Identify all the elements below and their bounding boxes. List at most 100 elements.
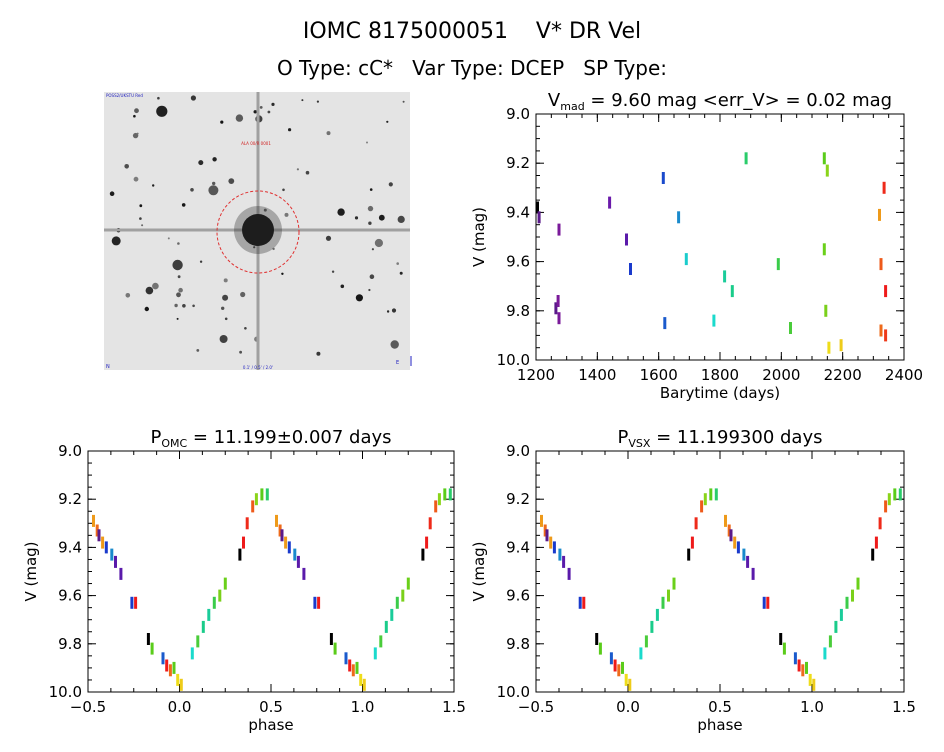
- x-axis-label: phase: [697, 716, 742, 734]
- data-point: [650, 620, 654, 633]
- data-point: [104, 541, 108, 554]
- data-point: [827, 341, 831, 354]
- plot-title: POMC = 11.199±0.007 days: [150, 427, 391, 450]
- data-point: [625, 233, 628, 246]
- data-point: [628, 678, 632, 691]
- data-point: [567, 567, 571, 580]
- data-point: [822, 152, 826, 165]
- background-star: [174, 303, 178, 308]
- data-point: [242, 536, 245, 549]
- data-point: [898, 488, 902, 501]
- background-star: [369, 188, 373, 191]
- data-point: [684, 253, 688, 266]
- background-star: [378, 214, 385, 221]
- data-point: [672, 577, 676, 590]
- data-point: [543, 524, 547, 537]
- background-star: [182, 304, 186, 308]
- data-point: [845, 596, 849, 609]
- x-tick-label: 1.5: [442, 698, 466, 716]
- plot-frame: [535, 450, 905, 693]
- background-star: [402, 100, 405, 103]
- background-star: [282, 188, 285, 192]
- data-point: [287, 541, 291, 554]
- data-point: [878, 208, 881, 221]
- y-tick-label: 9.0: [506, 442, 530, 460]
- background-star: [177, 242, 180, 245]
- image-corner-label-tl: POSS2/UKSTU Red: [106, 93, 143, 98]
- data-point: [265, 488, 269, 501]
- background-star: [239, 350, 243, 354]
- data-point: [278, 524, 282, 537]
- background-star: [139, 217, 142, 220]
- data-point: [130, 596, 134, 609]
- data-point: [793, 652, 797, 665]
- y-tick-label: 9.2: [58, 490, 82, 508]
- background-star: [337, 208, 345, 216]
- background-star: [177, 275, 181, 279]
- background-star: [355, 294, 363, 302]
- data-point: [101, 536, 105, 549]
- data-point: [839, 608, 843, 621]
- data-point: [884, 500, 888, 513]
- data-point: [887, 493, 891, 506]
- image-corner-label-br: E: [396, 360, 399, 366]
- data-point: [421, 548, 425, 561]
- data-point: [95, 524, 99, 537]
- background-star: [386, 310, 390, 313]
- data-point: [598, 642, 602, 655]
- x-tick-label: 1.0: [800, 698, 824, 716]
- background-star: [391, 308, 397, 313]
- data-point: [884, 285, 888, 298]
- data-point: [443, 488, 447, 501]
- data-point: [351, 664, 355, 677]
- data-point: [874, 536, 878, 549]
- data-point: [613, 659, 617, 672]
- data-point: [172, 661, 176, 674]
- background-star: [176, 292, 181, 298]
- y-tick-label: 9.0: [506, 105, 530, 123]
- data-point: [776, 258, 780, 271]
- background-star: [157, 96, 160, 100]
- data-point: [709, 488, 713, 501]
- data-point: [344, 652, 348, 665]
- plot-title: Vmad = 9.60 mag <err_V> = 0.02 mag: [548, 90, 892, 113]
- x-tick-label: 1800: [701, 366, 739, 384]
- background-star: [196, 349, 200, 352]
- data-point: [557, 223, 561, 236]
- data-point: [275, 514, 278, 527]
- data-point: [201, 620, 205, 633]
- background-star: [125, 293, 131, 298]
- data-point: [260, 488, 264, 501]
- data-point: [629, 263, 632, 275]
- data-point: [168, 664, 172, 677]
- background-star: [240, 291, 246, 298]
- data-point: [595, 633, 599, 645]
- background-star: [397, 215, 405, 223]
- data-point: [744, 152, 748, 165]
- background-star: [368, 288, 371, 292]
- data-point: [165, 659, 169, 672]
- background-star: [220, 120, 224, 124]
- data-point: [150, 642, 154, 655]
- data-point: [797, 659, 801, 672]
- data-point: [207, 608, 211, 621]
- background-star: [284, 212, 289, 217]
- data-point: [284, 536, 288, 549]
- data-point: [667, 589, 670, 602]
- y-axis-label: V (mag): [470, 207, 488, 267]
- data-point: [856, 577, 860, 590]
- x-tick-label: −0.5: [518, 698, 554, 716]
- data-point: [545, 529, 549, 542]
- background-star: [152, 282, 159, 290]
- background-star: [134, 108, 139, 114]
- data-point: [742, 548, 746, 561]
- x-axis-label: phase: [248, 716, 293, 734]
- x-tick-label: 1600: [640, 366, 678, 384]
- data-point: [437, 493, 441, 506]
- data-point: [293, 548, 297, 561]
- lightcurve-plot: 1200 1400 1600 1800 2000 2200 2400 9.0 9.2 9.4 9.6…: [470, 90, 923, 402]
- background-star: [190, 188, 194, 192]
- data-point: [179, 678, 183, 691]
- data-point: [878, 517, 882, 530]
